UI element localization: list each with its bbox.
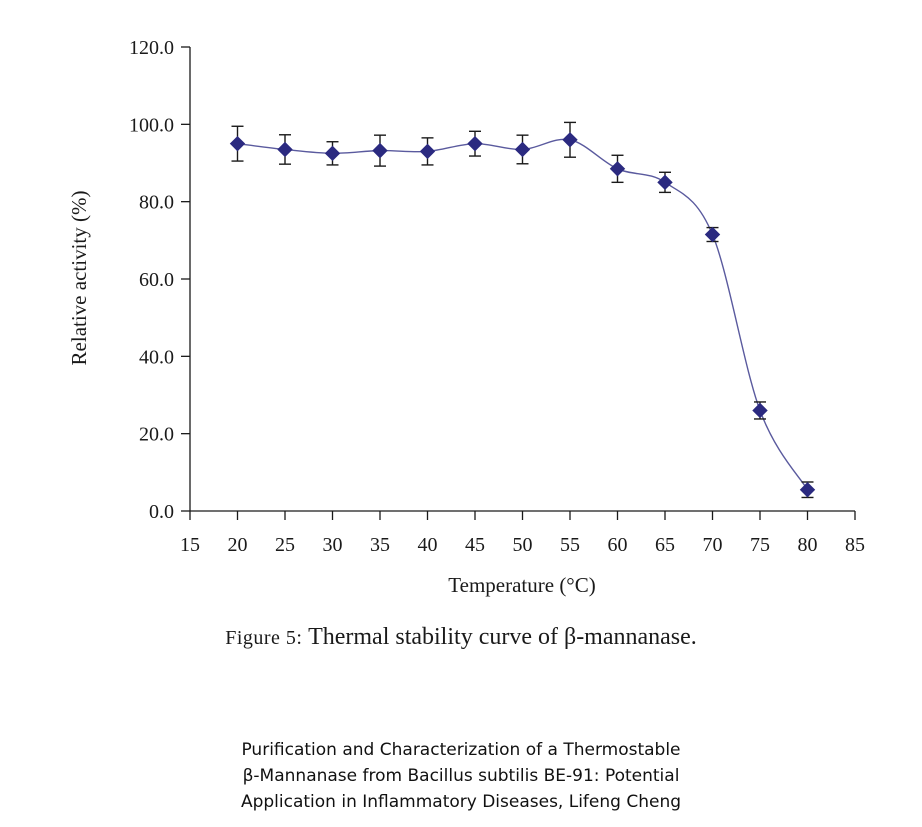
data-point-diamond	[229, 135, 246, 152]
data-point-diamond	[704, 226, 721, 243]
series-line	[237, 138, 809, 491]
y-tick-label: 20.0	[139, 424, 174, 446]
y-axis-label: Relative activity (%)	[67, 191, 91, 366]
x-tick-label: 25	[275, 534, 295, 556]
source-line-1: Purification and Characterization of a T…	[241, 740, 681, 760]
source-line-2: β-Mannanase from Bacillus subtilis BE-91…	[242, 766, 680, 786]
x-tick-label: 70	[703, 534, 723, 556]
data-point-diamond	[514, 141, 531, 158]
source-line-3: Application in Inflammatory Diseases, Li…	[240, 792, 682, 812]
x-tick-label: 85	[845, 534, 865, 556]
x-tick-label: 50	[513, 534, 533, 556]
data-point-diamond	[657, 174, 673, 191]
x-tick-label: 20	[228, 534, 248, 556]
source-citation: Purification and Characterization of a T…	[0, 737, 922, 815]
y-tick-label: 120.0	[129, 37, 174, 59]
error-bars	[231, 121, 814, 499]
x-axis-label: Temperature (°C)	[448, 573, 595, 597]
x-tick-label: 35	[370, 534, 390, 556]
x-axis	[189, 510, 856, 520]
x-tick-label: 15	[180, 534, 200, 556]
data-markers	[229, 132, 816, 498]
y-tick-label: 60.0	[139, 269, 174, 291]
x-tick-labels: 15 20 25 30 35 40 45 50 55 60 65 70 75 80 85	[180, 534, 865, 556]
data-point-diamond	[562, 132, 578, 148]
x-tick-label: 75	[750, 534, 770, 556]
figure-caption-text: Thermal stability curve of β-mannanase.	[308, 624, 697, 650]
y-tick-label: 100.0	[129, 114, 174, 136]
x-tick-label: 60	[608, 534, 628, 556]
x-tick-label: 30	[323, 534, 343, 556]
data-point-diamond	[752, 402, 768, 419]
data-point-diamond	[277, 141, 293, 158]
y-tick-label: 40.0	[139, 346, 174, 368]
data-point-diamond	[467, 135, 483, 152]
thermal-stability-chart: 0.0 20.0 40.0 60.0 80.0 100.0 120.0 15 20 25 30 35…	[67, 37, 865, 597]
x-tick-label: 80	[798, 534, 818, 556]
data-point-diamond	[324, 145, 341, 162]
y-axis	[181, 46, 191, 512]
figure-label: Figure 5:	[225, 627, 303, 649]
x-tick-label: 55	[560, 534, 580, 556]
x-tick-label: 65	[655, 534, 675, 556]
data-point-diamond	[419, 143, 436, 160]
data-point-diamond	[799, 482, 816, 498]
data-point-diamond	[372, 142, 388, 159]
data-point-diamond	[609, 161, 626, 177]
x-tick-label: 40	[418, 534, 438, 556]
y-tick-label: 0.0	[149, 501, 174, 523]
y-tick-labels: 0.0 20.0 40.0 60.0 80.0 100.0 120.0	[129, 37, 174, 523]
y-tick-label: 80.0	[139, 192, 174, 214]
figure-caption: Figure 5: Thermal stability curve of β-m…	[0, 624, 922, 651]
x-tick-label: 45	[465, 534, 485, 556]
